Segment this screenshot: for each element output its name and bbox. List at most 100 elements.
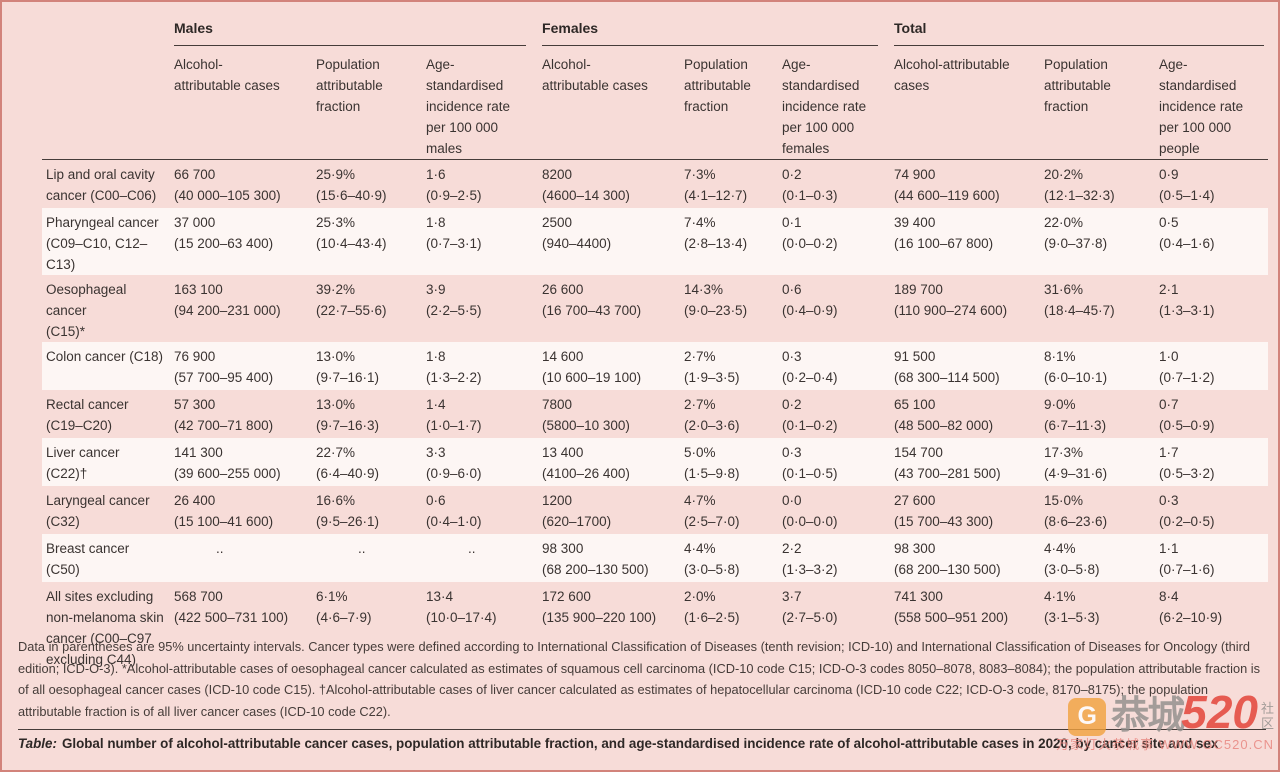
data-cell: 1200 (620–1700) [542, 492, 612, 529]
row-label: Breast cancer (C50) [46, 540, 130, 577]
data-cell: 2·1 (1·3–3·1) [1159, 281, 1215, 318]
data-cell: 65 100 (48 500–82 000) [894, 396, 994, 433]
data-cell: 91 500 (68 300–114 500) [894, 348, 1000, 385]
group-header-total: Total [894, 18, 1265, 46]
data-cell: 14 600 (10 600–19 100) [542, 348, 642, 385]
data-cell: 2500 (940–4400) [542, 214, 612, 251]
data-cell: 0·1 (0·0–0·2) [782, 214, 838, 251]
data-cell: 39·2% (22·7–55·6) [316, 281, 387, 318]
data-cell: 0·3 (0·2–0·4) [782, 348, 838, 385]
data-cell: 2·0% (1·6–2·5) [684, 588, 740, 625]
data-cell: 172 600 (135 900–220 100) [542, 588, 657, 625]
data-cell: 27 600 (15 700–43 300) [894, 492, 994, 529]
data-cell: 1·8 (1·3–2·2) [426, 348, 482, 385]
table-row: Colon cancer (C18) 76 900 (57 700–95 400)… [42, 341, 1269, 390]
cancer-table: Males Females Total Alcohol- attributabl… [42, 12, 1269, 670]
table-caption: Table: Global number of alcohol-attributa… [18, 736, 1266, 751]
data-cell: 2·7% (2·0–3·6) [684, 396, 740, 433]
data-cell: .. [216, 540, 224, 556]
data-cell: 154 700 (43 700–281 500) [894, 444, 1001, 481]
data-cell: 1·0 (0·7–1·2) [1159, 348, 1215, 385]
data-cell: 3·7 (2·7–5·0) [782, 588, 838, 625]
data-cell: 13·0% (9·7–16·1) [316, 348, 380, 385]
col-header-total-rate: Age- standardised incidence rate per 100… [1153, 46, 1269, 160]
data-cell: 1·1 (0·7–1·6) [1159, 540, 1215, 577]
data-cell: 4·4% (3·0–5·8) [1044, 540, 1100, 577]
data-cell: 25·3% (10·4–43·4) [316, 214, 387, 251]
data-cell: 141 300 (39 600–255 000) [174, 444, 281, 481]
group-header-females: Females [542, 18, 879, 46]
row-label: Colon cancer (C18) [46, 348, 164, 364]
table-row: Oesophageal cancer (C15)* 163 100 (94 200… [42, 275, 1268, 342]
watermark-side-text: 社 区 [1260, 700, 1274, 731]
row-label: Lip and oral cavity cancer (C00–C06) [46, 167, 157, 203]
table-row: Liver cancer (C22)† 141 300 (39 600–255 0… [42, 437, 1269, 486]
col-header-total-cases: Alcohol-attributable cases [888, 46, 1039, 160]
table-row: Pharyngeal cancer (C09–C10, C12–C13) 37 … [42, 207, 1269, 275]
table-row: Rectal cancer (C19–C20) 57 300 (42 700–71… [42, 390, 1268, 438]
data-cell: 98 300 (68 200–130 500) [894, 540, 1001, 577]
caption-text: Global number of alcohol-attributable ca… [61, 736, 1219, 751]
row-label: Oesophageal cancer (C15)* [46, 281, 127, 339]
data-cell: .. [358, 540, 366, 556]
data-cell: 163 100 (94 200–231 000) [174, 281, 281, 318]
col-header-females-paf: Population attributable fraction [678, 46, 777, 160]
data-cell: 13·0% (9·7–16·3) [316, 396, 380, 433]
data-cell: 6·1% (4·6–7·9) [316, 588, 372, 625]
data-cell: 8·1% (6·0–10·1) [1044, 348, 1108, 385]
corner-cell [42, 46, 168, 160]
data-cell: 37 000 (15 200–63 400) [174, 214, 274, 251]
table-row: Lip and oral cavity cancer (C00–C06) 66 … [42, 160, 1268, 208]
row-label: All sites excluding non-melanoma skin ca… [46, 588, 164, 667]
table-row: Breast cancer (C50) .. .. .. 98 300 (68 2… [42, 533, 1269, 582]
data-cell: 0·9 (0·5–1·4) [1159, 167, 1215, 203]
table-row: All sites excluding non-melanoma skin ca… [42, 582, 1268, 670]
data-cell: 98 300 (68 200–130 500) [542, 540, 649, 577]
col-header-total-paf: Population attributable fraction [1038, 46, 1154, 160]
caption-label: Table: [18, 736, 57, 751]
data-cell: 0·0 (0·0–0·0) [782, 492, 838, 529]
data-cell: 0·3 (0·1–0·5) [782, 444, 838, 481]
data-cell: 2·2 (1·3–3·2) [782, 540, 838, 577]
col-header-females-cases: Alcohol- attributable cases [536, 46, 679, 160]
data-cell: 66 700 (40 000–105 300) [174, 167, 281, 203]
row-label: Laryngeal cancer (C32) [46, 492, 150, 529]
data-cell: 0·5 (0·4–1·6) [1159, 214, 1215, 251]
logo-letter: G [1077, 702, 1097, 730]
data-cell: 39 400 (16 100–67 800) [894, 214, 994, 251]
data-cell: .. [468, 540, 476, 556]
data-cell: 22·0% (9·0–37·8) [1044, 214, 1108, 251]
data-cell: 22·7% (6·4–40·9) [316, 444, 380, 481]
data-cell: 13 400 (4100–26 400) [542, 444, 630, 481]
col-header-females-rate: Age- standardised incidence rate per 100… [776, 46, 889, 160]
data-cell: 4·4% (3·0–5·8) [684, 540, 740, 577]
caption-divider [18, 729, 1266, 730]
column-header-row: Alcohol- attributable cases Population a… [42, 46, 1269, 160]
corner-cell [42, 12, 168, 46]
watermark-brand-row: G 恭城 520 社 区 [1056, 684, 1274, 739]
data-cell: 7·3% (4·1–12·7) [684, 167, 748, 203]
data-cell: 4·7% (2·5–7·0) [684, 492, 740, 529]
data-cell: 7·4% (2·8–13·4) [684, 214, 748, 251]
data-cell: 0·6 (0·4–1·0) [426, 492, 482, 529]
data-cell: 741 300 (558 500–951 200) [894, 588, 1009, 625]
data-cell: 1·7 (0·5–3·2) [1159, 444, 1215, 481]
data-cell: 189 700 (110 900–274 600) [894, 281, 1008, 318]
data-cell: 9·0% (6·7–11·3) [1044, 396, 1107, 433]
data-cell: 26 400 (15 100–41 600) [174, 492, 274, 529]
data-cell: 76 900 (57 700–95 400) [174, 348, 274, 385]
data-cell: 7800 (5800–10 300) [542, 396, 630, 433]
col-header-males-cases: Alcohol- attributable cases [168, 46, 310, 160]
row-label: Rectal cancer (C19–C20) [46, 396, 129, 433]
data-cell: 568 700 (422 500–731 100) [174, 588, 289, 625]
col-header-males-paf: Population attributable fraction [310, 46, 420, 160]
data-cell: 3·9 (2·2–5·5) [426, 281, 482, 318]
data-cell: 26 600 (16 700–43 700) [542, 281, 642, 318]
data-cell: 3·3 (0·9–6·0) [426, 444, 482, 481]
table-row: Laryngeal cancer (C32) 26 400 (15 100–41 … [42, 486, 1268, 534]
data-cell: 1·4 (1·0–1·7) [426, 396, 482, 433]
data-cell: 0·7 (0·5–0·9) [1159, 396, 1215, 433]
group-header-males: Males [174, 18, 527, 46]
data-cell: 4·1% (3·1–5·3) [1044, 588, 1100, 625]
watermark-logo-icon: G [1068, 697, 1107, 736]
